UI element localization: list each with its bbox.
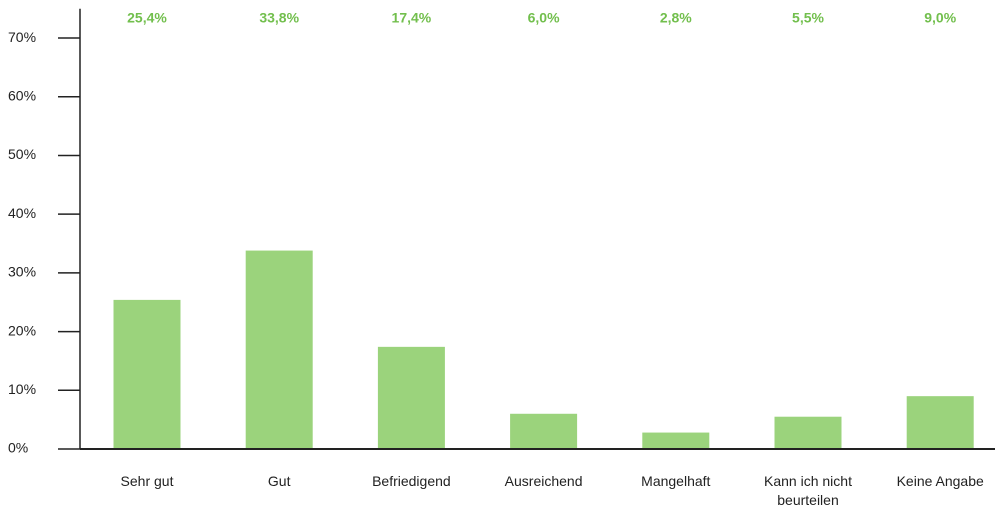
x-tick-label: Sehr gut [120,473,174,489]
x-tick-label: Keine Angabe [896,473,984,489]
value-label: 33,8% [259,10,299,26]
value-label: 6,0% [528,10,560,26]
y-tick-label: 0% [8,440,28,456]
value-label: 25,4% [127,10,167,26]
x-tick-label: Kann ich nicht beurteilen [764,473,852,508]
bar [642,432,710,449]
value-label: 5,5% [792,10,824,26]
bar [510,413,578,449]
x-tick-label: Gut [267,473,291,489]
x-tick-label: Befriedigend [372,473,451,489]
bar [906,396,974,449]
y-tick-label: 10% [8,381,36,397]
bar [245,250,313,449]
y-tick-label: 40% [8,205,36,221]
value-label: 17,4% [392,10,432,26]
bar [377,346,445,449]
x-tick-label: Mangelhaft [641,473,711,489]
value-label: 9,0% [924,10,956,26]
y-tick-label: 20% [8,322,36,338]
x-tick-label: Ausreichend [504,473,583,489]
y-tick-label: 70% [8,29,36,45]
bar [774,416,842,449]
y-tick-label: 60% [8,87,36,103]
y-tick-label: 30% [8,264,36,280]
y-tick-label: 50% [8,146,36,162]
bar [113,299,181,449]
value-label: 2,8% [660,10,692,26]
